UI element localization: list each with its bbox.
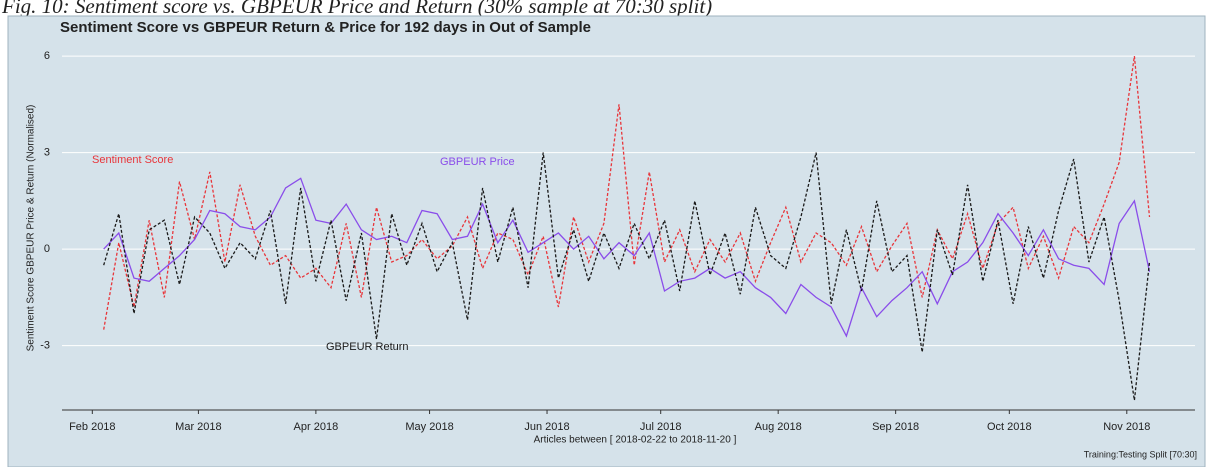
- panel: [7, 15, 1206, 467]
- x-tick-label: Feb 2018: [69, 421, 115, 433]
- chart-title: Sentiment Score vs GBPEUR Return & Price…: [60, 19, 591, 36]
- y-tick-label: -3: [40, 340, 50, 352]
- y-tick-label: 3: [44, 147, 50, 159]
- x-tick-label: Mar 2018: [175, 421, 221, 433]
- x-tick-label: Sep 2018: [872, 421, 919, 433]
- x-tick-label: Jul 2018: [640, 421, 682, 433]
- series-label: GBPEUR Price: [440, 156, 515, 168]
- x-tick-label: Apr 2018: [294, 421, 339, 433]
- series-line: [103, 152, 1151, 401]
- series-label: GBPEUR Return: [326, 341, 409, 353]
- y-tick-label: 0: [44, 243, 50, 255]
- y-axis-label: Sentiment Score GBPEUR Price & Return (N…: [26, 105, 37, 352]
- x-tick-label: Jun 2018: [524, 421, 569, 433]
- y-tick-label: 6: [44, 50, 50, 62]
- x-tick-label: Oct 2018: [987, 421, 1032, 433]
- x-tick-label: May 2018: [405, 421, 453, 433]
- series-line: [103, 177, 1151, 338]
- x-axis-label: Articles between [ 2018-02-22 to 2018-11…: [534, 435, 737, 446]
- series-label: Sentiment Score: [92, 154, 173, 166]
- x-tick-label: Nov 2018: [1103, 421, 1150, 433]
- x-tick-label: Aug 2018: [755, 421, 802, 433]
- footnote: Training:Testing Split [70:30]: [1084, 449, 1197, 459]
- caption: Fig. 10: Sentiment score vs. GBPEUR Pric…: [1, 0, 712, 18]
